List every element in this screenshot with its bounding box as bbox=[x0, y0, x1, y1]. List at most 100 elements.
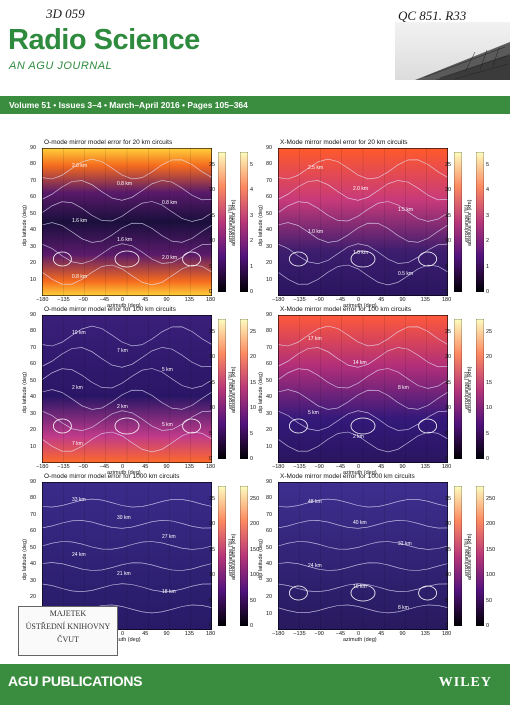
y-tick-label: 60 bbox=[266, 528, 273, 535]
colorbar-tick-label: 250 bbox=[250, 495, 260, 502]
x-tick-label: 180 bbox=[206, 297, 216, 303]
radio-antenna-photo bbox=[395, 22, 510, 80]
colorbar-tick-label: 5 bbox=[209, 430, 213, 437]
colorbar-tick-label: 20 bbox=[445, 521, 452, 528]
colorbar-tick-label: 15 bbox=[445, 379, 452, 386]
x-tick-label: −90 bbox=[314, 631, 324, 637]
y-axis-label: dip latitude (deg) bbox=[258, 372, 264, 413]
y-tick-label: 60 bbox=[30, 361, 37, 368]
y-tick-label: 90 bbox=[30, 145, 37, 151]
colorbar-tick-label: 15 bbox=[209, 546, 216, 553]
contour-label: 2 km bbox=[117, 403, 128, 410]
contour-label: 1.6 km bbox=[117, 236, 133, 243]
colorbar bbox=[240, 319, 248, 459]
colorbar-tick-label: 0 bbox=[486, 456, 490, 462]
x-tick-label: −180 bbox=[272, 631, 285, 637]
colorbar-right-label: absolute error (km) bbox=[467, 533, 473, 580]
y-tick-label: 40 bbox=[266, 394, 273, 401]
x-tick-label: −90 bbox=[314, 464, 324, 470]
y-tick-label: 40 bbox=[266, 227, 273, 234]
x-tick-label: 135 bbox=[420, 464, 430, 470]
x-tick-label: −90 bbox=[78, 464, 88, 470]
y-tick-label: 60 bbox=[30, 528, 37, 535]
x-tick-label: 180 bbox=[206, 631, 216, 637]
panel-title: X-Mode mirror model error for 100 km cir… bbox=[280, 306, 412, 313]
contour-label: 0.5 km bbox=[398, 270, 414, 277]
contour-label: 5 km bbox=[308, 409, 319, 416]
contour-label: 27 km bbox=[162, 533, 176, 540]
x-tick-label: 135 bbox=[184, 631, 194, 637]
x-tick-label: 135 bbox=[184, 297, 194, 303]
library-stamp: MAJETEK ÚSTŘEDNÍ KNIHOVNY ČVUT bbox=[18, 606, 118, 656]
colorbar-tick-label: 15 bbox=[486, 379, 493, 386]
colorbar-tick-label: 0 bbox=[445, 289, 449, 295]
y-tick-label: 50 bbox=[30, 544, 37, 551]
colorbar-tick-label: 10 bbox=[250, 405, 257, 412]
colorbar-tick-label: 20 bbox=[209, 521, 216, 528]
contour-label: 1.6 km bbox=[72, 218, 88, 224]
colorbar-tick-label: 10 bbox=[209, 238, 216, 245]
colorbar-tick-label: 20 bbox=[250, 354, 257, 361]
colorbar bbox=[476, 152, 484, 292]
contour-label: 14 km bbox=[353, 360, 367, 367]
colorbar-tick-label: 20 bbox=[445, 354, 452, 361]
colorbar-tick-label: 200 bbox=[250, 521, 260, 528]
contour-label: 18 km bbox=[162, 589, 176, 595]
contour-label: 33 km bbox=[72, 496, 86, 503]
x-tick-label: 90 bbox=[399, 464, 406, 470]
x-tick-label: 45 bbox=[378, 464, 385, 470]
colorbar-tick-label: 25 bbox=[209, 328, 216, 335]
colorbar-tick-label: 150 bbox=[250, 546, 260, 553]
y-tick-label: 60 bbox=[266, 361, 273, 368]
x-axis-label: azimuth (deg) bbox=[107, 470, 141, 476]
y-tick-label: 40 bbox=[266, 561, 273, 568]
x-tick-label: −135 bbox=[293, 631, 306, 637]
contour-label: 8 km bbox=[398, 385, 409, 391]
y-tick-label: 10 bbox=[30, 276, 37, 283]
contour-label: 1.0 km bbox=[308, 228, 324, 235]
x-tick-label: 45 bbox=[378, 297, 385, 303]
colorbar-tick-label: 15 bbox=[445, 546, 452, 553]
y-tick-label: 40 bbox=[30, 394, 37, 401]
colorbar-tick-label: 20 bbox=[486, 354, 493, 361]
colorbar-tick-label: 100 bbox=[250, 572, 260, 579]
colorbar-tick-label: 15 bbox=[250, 379, 257, 386]
colorbar bbox=[218, 152, 226, 292]
x-tick-label: 180 bbox=[442, 631, 452, 637]
colorbar-tick-label: 0 bbox=[209, 623, 213, 629]
contour-plot bbox=[278, 315, 448, 463]
y-tick-label: 80 bbox=[266, 328, 273, 335]
contour-label: 2.0 km bbox=[162, 255, 178, 261]
colorbar-tick-label: 10 bbox=[209, 405, 216, 412]
x-tick-label: 135 bbox=[420, 297, 430, 303]
y-tick-label: 50 bbox=[30, 377, 37, 384]
contour-label: 16 km bbox=[353, 583, 367, 590]
colorbar-tick-label: 50 bbox=[486, 597, 493, 604]
contour-label: 21 km bbox=[117, 570, 131, 577]
stamp-line-3: ČVUT bbox=[57, 635, 79, 644]
x-tick-label: −90 bbox=[314, 297, 324, 303]
y-tick-label: 20 bbox=[266, 594, 273, 601]
x-tick-label: −135 bbox=[57, 464, 70, 470]
colorbar bbox=[476, 319, 484, 459]
contour-label: 7 km bbox=[72, 440, 83, 447]
panel-title: X-Mode mirror model error for 1000 km ci… bbox=[280, 473, 415, 480]
contour-label: 5 km bbox=[162, 366, 173, 373]
colorbar-tick-label: 5 bbox=[250, 430, 254, 437]
x-axis-label: azimuth (deg) bbox=[343, 470, 377, 476]
colorbar-tick-label: 10 bbox=[445, 238, 452, 245]
y-tick-label: 30 bbox=[30, 577, 37, 584]
x-tick-label: 90 bbox=[399, 631, 406, 637]
y-tick-label: 20 bbox=[266, 260, 273, 267]
colorbar-tick-label: 20 bbox=[209, 187, 216, 194]
colorbar-tick-label: 0 bbox=[486, 623, 490, 629]
contour-label: 17 km bbox=[308, 335, 322, 342]
x-tick-label: 90 bbox=[163, 631, 170, 637]
colorbar-tick-label: 25 bbox=[209, 161, 216, 168]
colorbar-tick-label: 0 bbox=[445, 623, 449, 629]
contour-label: 48 km bbox=[308, 499, 322, 506]
contour-label: 5 km bbox=[162, 422, 173, 428]
colorbar-tick-label: 2 bbox=[486, 238, 490, 245]
contour-label: 2.5 km bbox=[308, 165, 324, 172]
colorbar-right-label: absolute error (km) bbox=[231, 533, 237, 580]
